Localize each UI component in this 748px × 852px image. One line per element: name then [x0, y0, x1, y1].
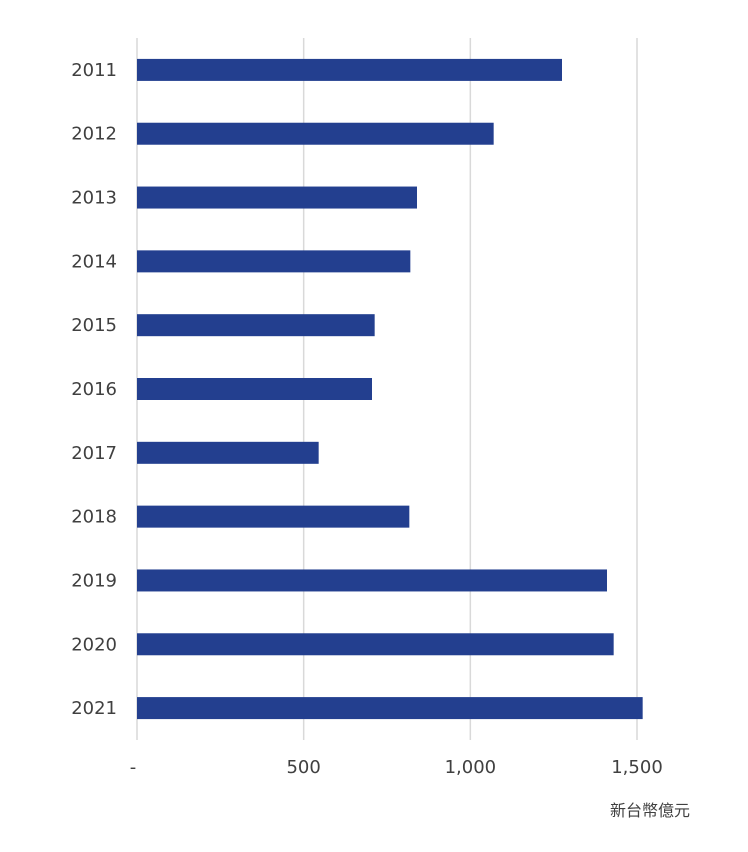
category-label-2018: 2018	[71, 507, 117, 528]
category-label-2012: 2012	[71, 124, 117, 145]
bar-2020	[137, 633, 614, 656]
category-label-2021: 2021	[71, 698, 117, 719]
tick-label-0: -	[130, 757, 137, 778]
category-label-2020: 2020	[71, 634, 117, 655]
tick-label-3: 1,500	[611, 757, 663, 778]
category-label-2011: 2011	[71, 60, 117, 81]
bar-2014	[137, 250, 411, 273]
bar-2018	[137, 505, 410, 528]
tick-label-1: 500	[286, 757, 320, 778]
unit-label: 新台幣億元	[610, 801, 690, 820]
category-label-2019: 2019	[71, 570, 117, 591]
bar-2016	[137, 378, 372, 400]
bar-2013	[137, 186, 417, 209]
category-label-2016: 2016	[71, 379, 117, 400]
bars	[137, 58, 643, 720]
bar-2012	[137, 122, 494, 145]
bar-2017	[137, 441, 319, 464]
category-label-2015: 2015	[71, 315, 117, 336]
bar-2015	[137, 314, 375, 337]
category-label-2017: 2017	[71, 443, 117, 464]
bar-2019	[137, 569, 607, 592]
tick-label-2: 1,000	[445, 757, 497, 778]
bar-2021	[137, 697, 643, 720]
category-labels: 2011 2012 2013 2014 2015 2016 2017 2018 2019 2020…	[71, 60, 117, 719]
category-label-2014: 2014	[71, 251, 117, 272]
tick-labels: - 500 1,000 1,500	[130, 757, 663, 778]
bar-2011	[137, 58, 562, 81]
category-label-2013: 2013	[71, 188, 117, 209]
